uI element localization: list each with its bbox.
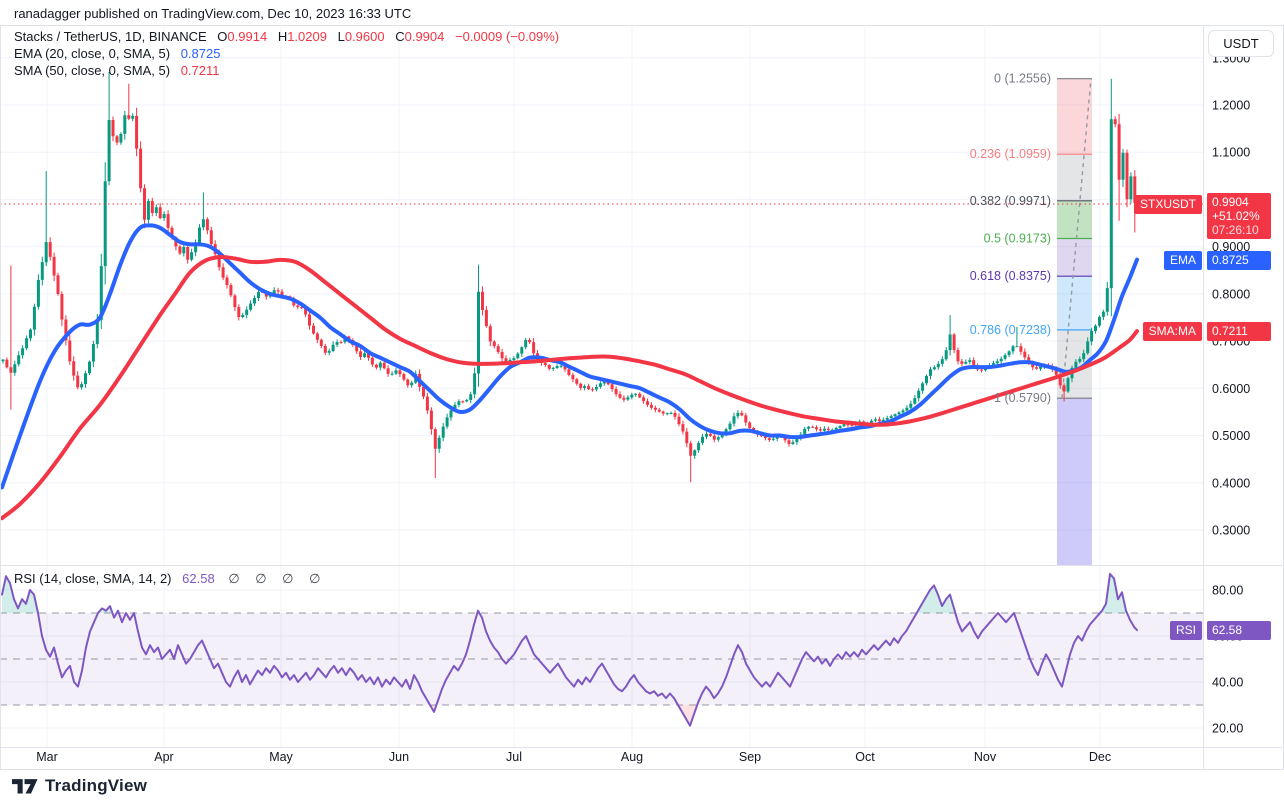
fib-zone [1057, 78, 1092, 155]
month-label[interactable]: Nov [974, 750, 997, 764]
fib-zone [1057, 154, 1092, 201]
tradingview-logo[interactable]: TradingView [12, 776, 147, 796]
sma-indicator-value: 0.7211 [180, 63, 220, 78]
month-label[interactable]: Jun [389, 750, 409, 764]
fib-level-label: 1 (0.5790) [994, 391, 1051, 405]
ohlc-close-label: C [395, 29, 405, 44]
rsi-indicator-title: RSI (14, close, SMA, 14, 2) [14, 571, 172, 586]
fib-extension-zone [1057, 398, 1092, 565]
ohlc-open-value: 0.9914 [227, 29, 268, 44]
month-label[interactable]: Aug [621, 750, 643, 764]
ema-badge-label: EMA [1163, 250, 1202, 270]
month-label[interactable]: Dec [1089, 750, 1111, 764]
price-change-percent: +51.02% [1212, 209, 1260, 223]
rsi-line [1, 572, 1138, 727]
sma-badge-value: 0.7211 [1207, 321, 1271, 341]
fib-level-label: 0.382 (0.9971) [970, 194, 1051, 208]
sma-badge-label: SMA:MA [1142, 321, 1202, 341]
fib-trend-line[interactable] [1061, 78, 1092, 399]
month-label[interactable]: Jul [506, 750, 522, 764]
month-label[interactable]: May [269, 750, 293, 764]
symbol-price-badge: 0.9904 +51.02% 07:26:10 [1207, 193, 1271, 239]
ohlc-high-label: H [277, 29, 288, 44]
price-tick-label[interactable]: 0.8000 [1212, 287, 1250, 301]
rsi-tick-label[interactable]: 80.00 [1212, 584, 1243, 598]
currency-toggle-button[interactable]: USDT [1208, 30, 1274, 57]
month-label[interactable]: Mar [36, 750, 58, 764]
ohlc-open-label: O [217, 29, 228, 44]
tradingview-logo-text: TradingView [45, 776, 148, 795]
last-price: 0.9904 [1212, 195, 1249, 209]
ohlc-low-value: 0.9600 [344, 29, 385, 44]
fib-level-label: 0.618 (0.8375) [970, 269, 1051, 283]
rsi-oversold-fill [430, 705, 698, 726]
price-tick-label[interactable]: 1.2000 [1212, 99, 1250, 113]
fib-level-label: 0.236 (1.0959) [970, 147, 1051, 161]
fib-level-label: 0.786 (0.7238) [970, 323, 1051, 337]
bar-countdown: 07:26:10 [1212, 223, 1259, 237]
rsi-hidden-values: ∅ ∅ ∅ ∅ [228, 571, 327, 586]
attribution-text: ranadagger published on TradingView.com,… [14, 6, 412, 21]
ema-indicator-value: 0.8725 [180, 46, 221, 61]
chart-frame: 0 (1.2556) 0.236 (1.0959) 0.382 (0.9971) 0.… [0, 25, 1284, 770]
tradingview-logo-icon [12, 778, 38, 793]
ohlc-high-value: 1.0209 [287, 29, 327, 44]
month-label[interactable]: Apr [154, 750, 173, 764]
price-tick-label[interactable]: 0.4000 [1212, 476, 1250, 490]
ohlc-close-value: 0.9904 [404, 29, 445, 44]
rsi-badge-label: RSI [1169, 620, 1202, 640]
month-label[interactable]: Oct [855, 750, 875, 764]
down-candle-bodies [5, 115, 1137, 456]
rsi-tick-label[interactable]: 40.00 [1212, 676, 1243, 690]
down-candle-wicks [6, 83, 1136, 483]
price-tick-label[interactable]: 0.3000 [1212, 524, 1250, 538]
fib-level-label: 0 (1.2556) [994, 72, 1051, 86]
sma-indicator-title: SMA (50, close, 0, SMA, 5) [14, 63, 171, 78]
rsi-indicator-value: 62.58 [182, 571, 215, 586]
fib-zone [1057, 276, 1092, 330]
price-tick-label[interactable]: 0.6000 [1212, 382, 1250, 396]
sma-line [0, 254, 1139, 521]
symbol-title[interactable]: Stacks / TetherUS, 1D, BINANCE [14, 29, 207, 44]
rsi-tick-label[interactable]: 20.00 [1212, 722, 1243, 736]
chart-canvas[interactable]: 0 (1.2556) 0.236 (1.0959) 0.382 (0.9971) 0.… [0, 25, 1284, 770]
symbol-legend: Stacks / TetherUS, 1D, BINANCE O0.9914 H… [14, 28, 559, 79]
rsi-legend: RSI (14, close, SMA, 14, 2) 62.58 ∅ ∅ ∅ … [14, 570, 326, 587]
ema-legend-row[interactable]: EMA (20, close, 0, SMA, 5) 0.8725 [14, 45, 559, 62]
fib-zone [1057, 238, 1092, 277]
sma-legend-row[interactable]: SMA (50, close, 0, SMA, 5) 0.7211 [14, 62, 559, 79]
ema-badge-value: 0.8725 [1207, 250, 1271, 270]
price-tick-label[interactable]: 1.1000 [1212, 146, 1250, 160]
symbol-ohlc-row[interactable]: Stacks / TetherUS, 1D, BINANCE O0.9914 H… [14, 28, 559, 45]
price-tick-label[interactable]: 0.5000 [1212, 429, 1250, 443]
ohlc-low-label: L [337, 29, 345, 44]
fib-level-label: 0.5 (0.9173) [984, 232, 1051, 246]
month-label[interactable]: Sep [739, 750, 761, 764]
ema-indicator-title: EMA (20, close, 0, SMA, 5) [14, 46, 171, 61]
rsi-legend-row[interactable]: RSI (14, close, SMA, 14, 2) 62.58 ∅ ∅ ∅ … [14, 570, 326, 587]
ohlc-change-value: −0.0009 (−0.09%) [455, 29, 560, 44]
fib-zone [1057, 200, 1092, 239]
rsi-badge-value: 62.58 [1207, 620, 1271, 640]
up-candle-wicks [2, 71, 1132, 459]
ema-line [0, 223, 1139, 490]
symbol-price-badge-label: STXUSDT [1133, 194, 1202, 214]
